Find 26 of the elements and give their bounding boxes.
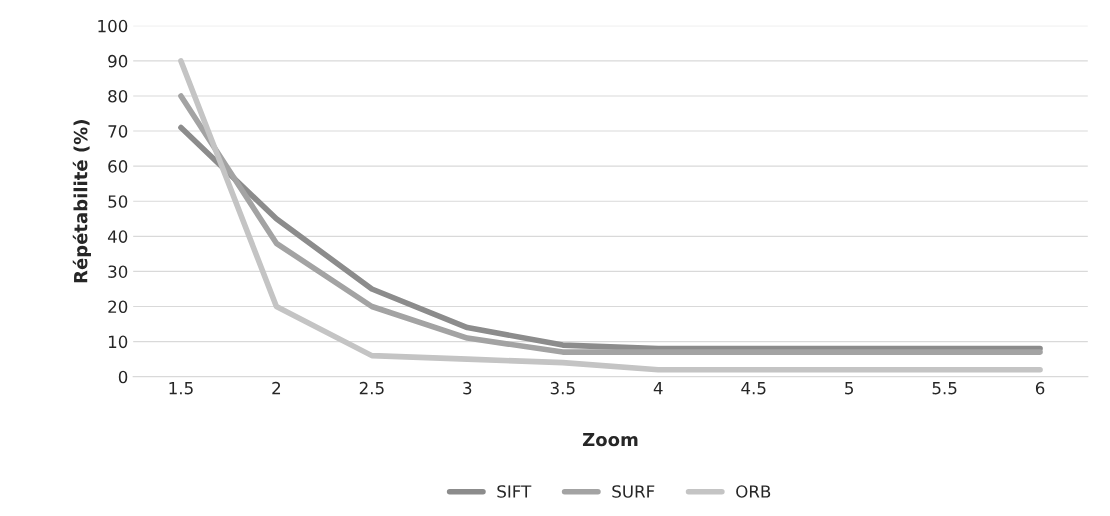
- y-tick-label: 100: [98, 19, 128, 33]
- x-tick-label: 1.5: [169, 382, 193, 395]
- y-tick-label: 60: [108, 160, 128, 173]
- y-tick-label: 10: [108, 335, 128, 349]
- x-tick-label: 5.5: [932, 382, 957, 395]
- y-tick-label: 0: [118, 370, 128, 384]
- x-tick-label: 4: [653, 382, 663, 395]
- legend-label: SURF: [612, 485, 655, 498]
- y-tick-label: 70: [108, 125, 128, 138]
- x-tick-label: 3.5: [550, 381, 575, 395]
- legend-label: ORB: [736, 485, 771, 498]
- x-tick-label: 2.5: [359, 381, 384, 395]
- y-tick-label: 40: [107, 230, 128, 243]
- x-tick-label: 3: [463, 381, 472, 395]
- x-tick-label: 6: [1035, 381, 1045, 395]
- y-axis-title: Répétabilité (%): [72, 120, 91, 283]
- y-tick-label: 90: [108, 54, 128, 68]
- y-tick-label: 80: [108, 89, 128, 103]
- y-tick-label: 20: [108, 300, 128, 314]
- x-tick-label: 4.5: [741, 382, 766, 395]
- x-tick-label: 2: [272, 381, 281, 395]
- x-axis-title: Zoom: [582, 432, 638, 447]
- y-tick-label: 30: [108, 265, 128, 278]
- x-tick-label: 5: [845, 382, 853, 395]
- y-tick-label: 50: [108, 195, 128, 208]
- legend-label: SIFT: [497, 485, 532, 498]
